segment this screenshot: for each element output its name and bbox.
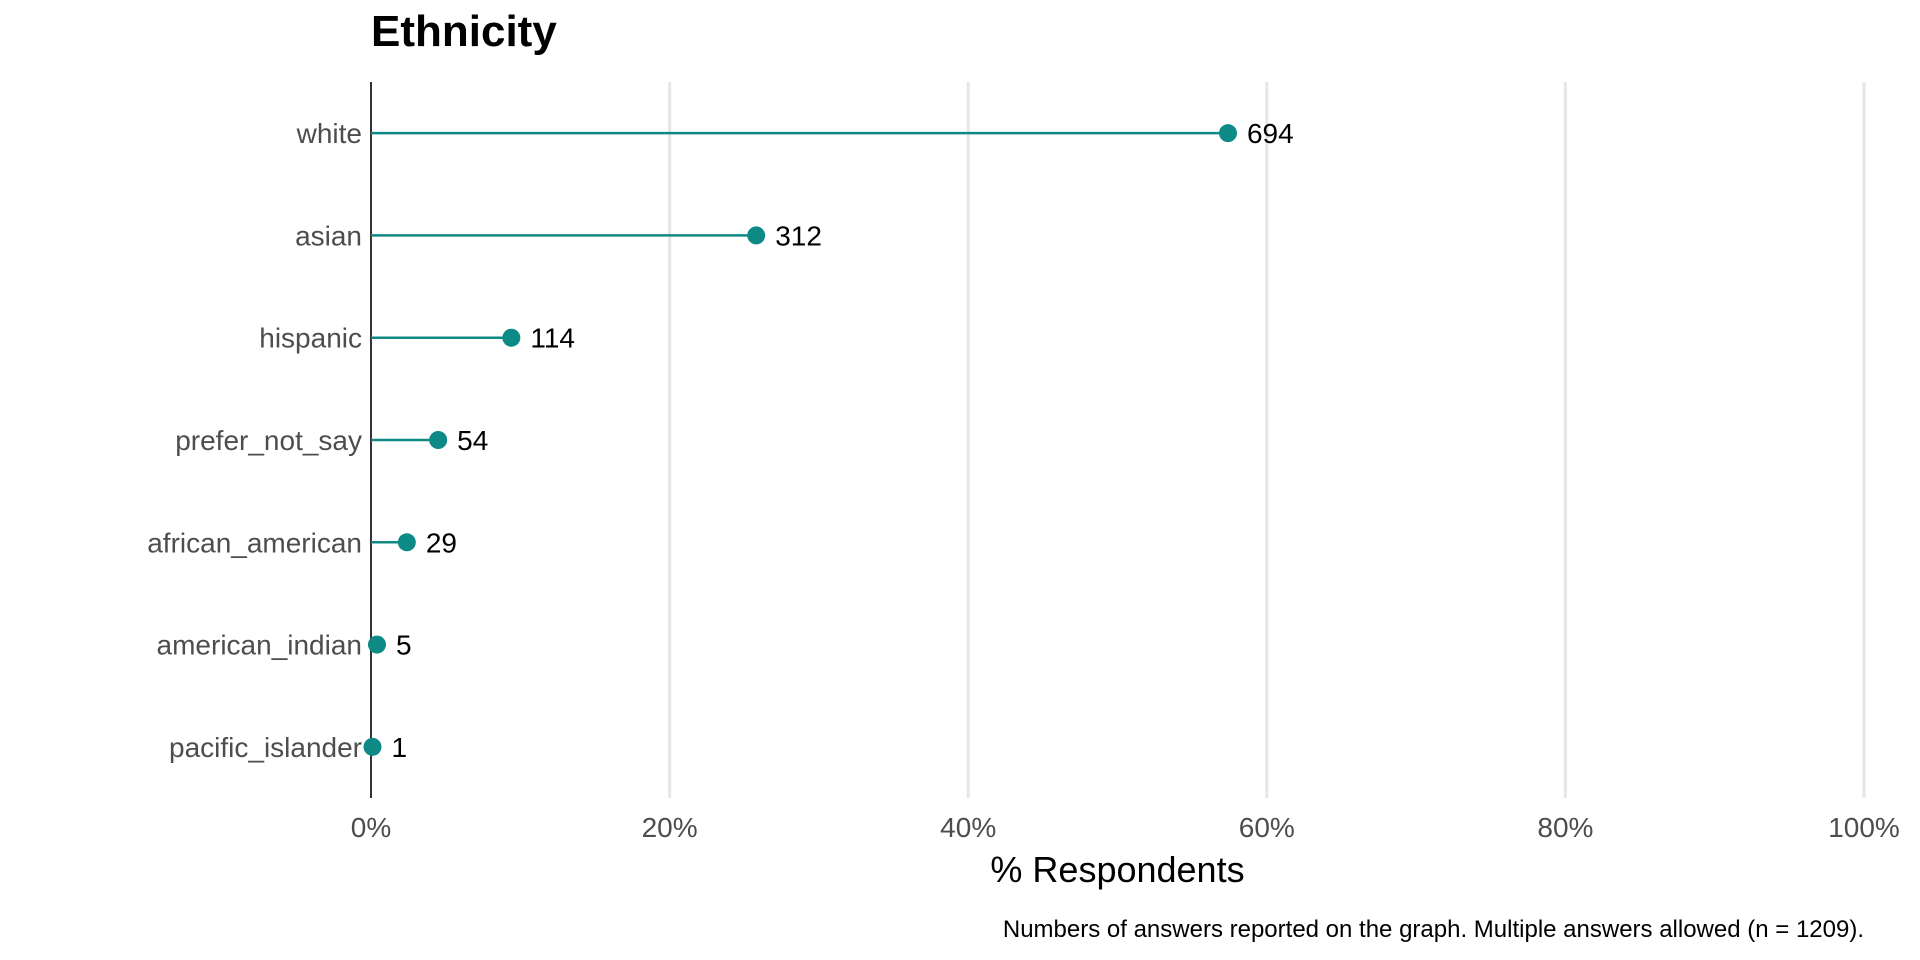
data-label: 694: [1247, 118, 1294, 149]
gridlines: [668, 82, 1866, 798]
x-axis-title: % Respondents: [990, 849, 1244, 890]
data-label: 29: [426, 527, 457, 558]
lollipop-point: [429, 431, 448, 449]
x-tick-label: 60%: [1239, 812, 1295, 843]
data-label: 1: [391, 732, 407, 763]
category-label: prefer_not_say: [175, 425, 362, 456]
category-label: hispanic: [259, 323, 362, 354]
chart-title: Ethnicity: [371, 7, 557, 56]
lollipop-point: [1218, 124, 1237, 143]
lollipop-marks: white 694 asian 312 hispanic 114 prefer_not_sa…: [147, 118, 1293, 763]
category-label: asian: [295, 220, 362, 251]
category-label: white: [296, 118, 362, 149]
x-tick-label: 20%: [642, 812, 698, 843]
data-label: 5: [396, 630, 412, 661]
data-label: 114: [530, 323, 575, 354]
x-tick-label: 80%: [1537, 812, 1593, 843]
lollipop-point: [363, 737, 382, 756]
x-tick-labels: 0% 20% 40% 60% 80% 100%: [351, 812, 1900, 843]
lollipop-point: [397, 533, 416, 552]
category-label: african_american: [147, 527, 362, 558]
x-tick-label: 0%: [351, 812, 391, 843]
lollipop-point: [747, 226, 766, 245]
category-label: american_indian: [157, 630, 362, 661]
chart-caption: Numbers of answers reported on the graph…: [1003, 916, 1864, 943]
category-label: pacific_islander: [169, 732, 362, 763]
x-tick-label: 40%: [940, 812, 996, 843]
data-label: 312: [775, 220, 822, 251]
lollipop-point: [502, 328, 521, 347]
data-label: 54: [457, 425, 488, 456]
x-tick-label: 100%: [1828, 812, 1900, 843]
lollipop-point: [367, 635, 386, 654]
